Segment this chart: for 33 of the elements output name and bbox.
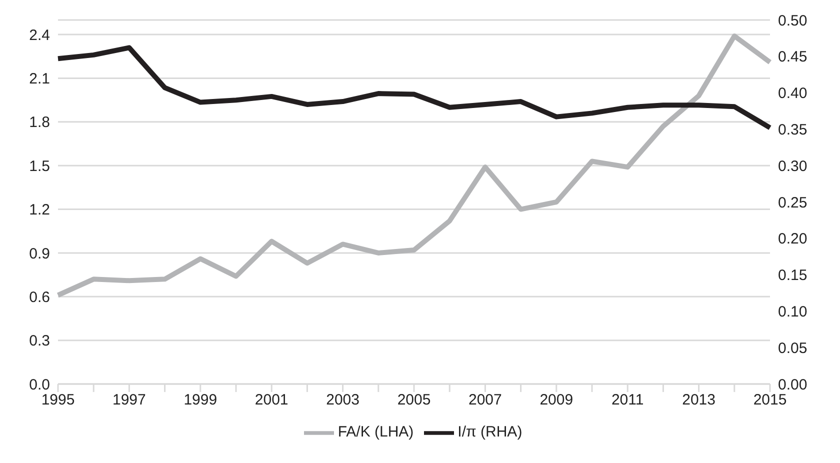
x-tick-label: 2013 [682,392,716,409]
y-tick-label: 0.6 [29,288,50,306]
y2-tick-label: 0.30 [778,158,808,175]
y2-tick-label: 0.50 [778,12,808,30]
legend-label: I/π (RHA) [458,424,522,441]
y2-tick-label: 0.10 [778,304,808,321]
x-tick-label: 1995 [41,392,75,409]
y-tick-label: 2.1 [29,70,50,88]
y-tick-label: 0.0 [29,376,50,394]
y-tick-label: 0.3 [29,332,50,350]
y2-tick-label: 0.15 [778,267,808,284]
x-tick-label: 2001 [254,392,288,409]
x-tick-label: 2005 [397,392,431,409]
x-tick-label: 2015 [753,392,787,409]
x-tick-label: 2011 [611,392,644,409]
y2-tick-label: 0.20 [778,230,808,248]
y2-tick-label: 0.00 [778,376,808,394]
y2-tick-label: 0.35 [778,122,808,139]
y2-tick-label: 0.05 [778,340,808,357]
x-tick-label: 2003 [326,392,360,409]
legend-label: FA/K (LHA) [338,424,414,441]
y-tick-label: 1.2 [29,202,50,219]
y2-tick-label: 0.45 [778,48,808,66]
x-tick-label: 2007 [468,392,502,409]
y2-tick-label: 0.25 [778,194,808,212]
y-tick-label: 0.9 [29,245,50,262]
y-tick-label: 2.4 [29,26,50,44]
y-tick-label: 1.8 [29,114,50,132]
y2-tick-label: 0.40 [778,85,808,102]
x-tick-label: 1999 [184,392,218,409]
x-tick-label: 1997 [112,392,146,409]
x-tick-label: 2009 [540,392,574,409]
y-tick-label: 1.5 [29,158,50,175]
